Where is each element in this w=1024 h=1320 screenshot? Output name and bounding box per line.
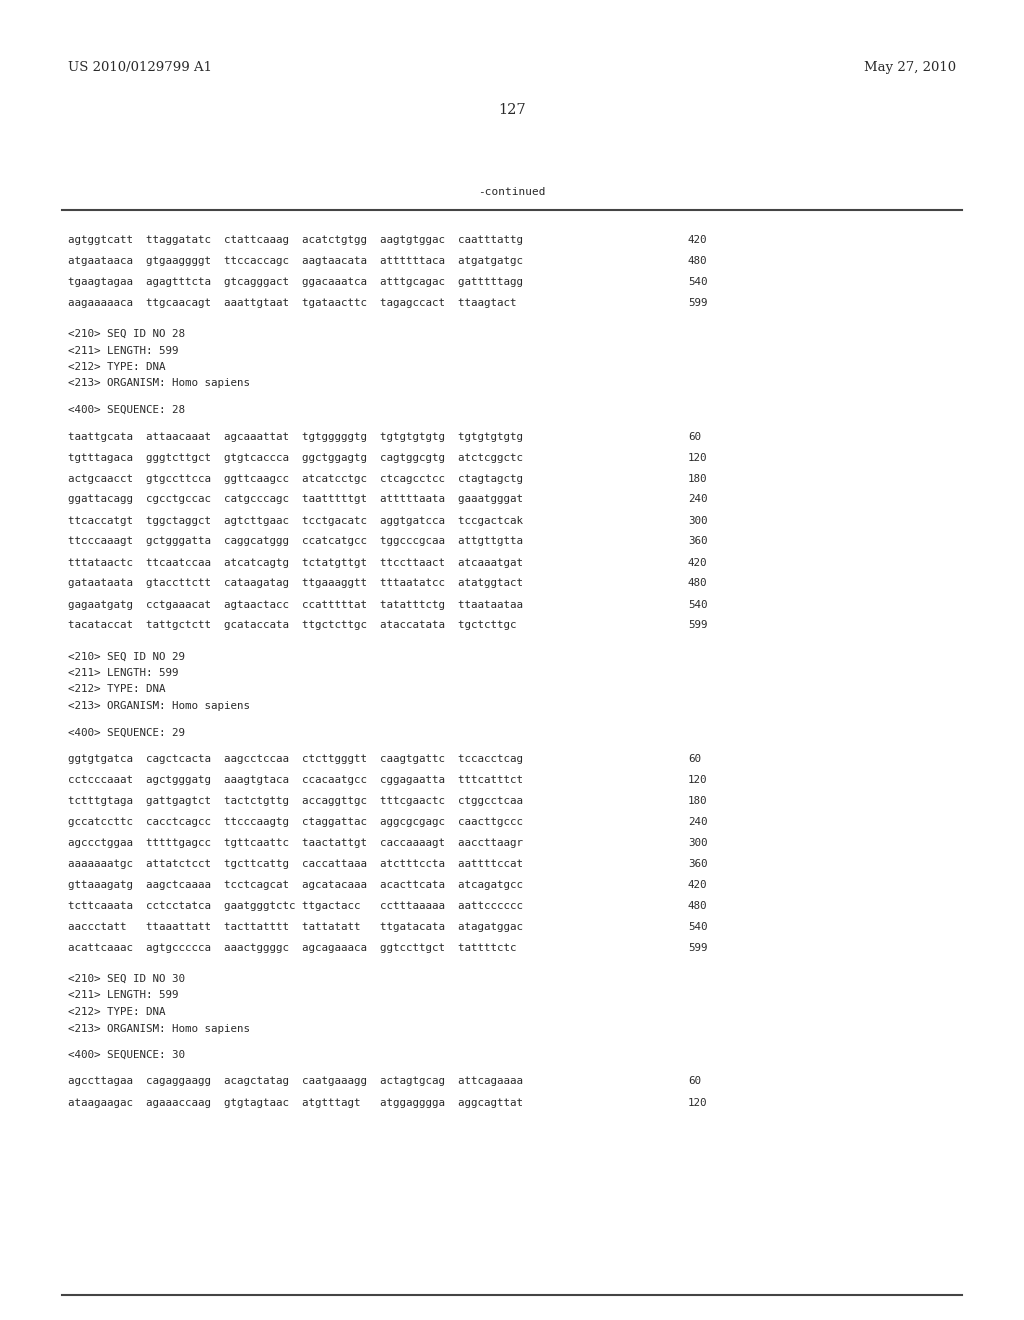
Text: <213> ORGANISM: Homo sapiens: <213> ORGANISM: Homo sapiens xyxy=(68,1023,250,1034)
Text: 60: 60 xyxy=(688,754,701,764)
Text: 540: 540 xyxy=(688,599,708,610)
Text: tcttcaaata  cctcctatca  gaatgggtctc ttgactacc   cctttaaaaa  aattcccccc: tcttcaaata cctcctatca gaatgggtctc ttgact… xyxy=(68,902,523,911)
Text: <400> SEQUENCE: 28: <400> SEQUENCE: 28 xyxy=(68,405,185,414)
Text: <211> LENGTH: 599: <211> LENGTH: 599 xyxy=(68,346,178,355)
Text: aaaaaaatgc  attatctcct  tgcttcattg  caccattaaa  atctttccta  aattttccat: aaaaaaatgc attatctcct tgcttcattg caccatt… xyxy=(68,859,523,869)
Text: agccctggaa  tttttgagcc  tgttcaattc  taactattgt  caccaaaagt  aaccttaagr: agccctggaa tttttgagcc tgttcaattc taactat… xyxy=(68,838,523,847)
Text: May 27, 2010: May 27, 2010 xyxy=(864,62,956,74)
Text: <212> TYPE: DNA: <212> TYPE: DNA xyxy=(68,1007,166,1016)
Text: <213> ORGANISM: Homo sapiens: <213> ORGANISM: Homo sapiens xyxy=(68,701,250,711)
Text: 180: 180 xyxy=(688,474,708,483)
Text: <213> ORGANISM: Homo sapiens: <213> ORGANISM: Homo sapiens xyxy=(68,379,250,388)
Text: 599: 599 xyxy=(688,620,708,631)
Text: gccatccttc  cacctcagcc  ttcccaagtg  ctaggattac  aggcgcgagc  caacttgccc: gccatccttc cacctcagcc ttcccaagtg ctaggat… xyxy=(68,817,523,828)
Text: tgaagtagaa  agagtttcta  gtcagggact  ggacaaatca  atttgcagac  gatttttagg: tgaagtagaa agagtttcta gtcagggact ggacaaa… xyxy=(68,277,523,286)
Text: gttaaagatg  aagctcaaaa  tcctcagcat  agcatacaaa  acacttcata  atcagatgcc: gttaaagatg aagctcaaaa tcctcagcat agcatac… xyxy=(68,880,523,890)
Text: 240: 240 xyxy=(688,495,708,504)
Text: 480: 480 xyxy=(688,902,708,911)
Text: ggtgtgatca  cagctcacta  aagcctccaa  ctcttgggtt  caagtgattc  tccacctcag: ggtgtgatca cagctcacta aagcctccaa ctcttgg… xyxy=(68,754,523,764)
Text: <210> SEQ ID NO 28: <210> SEQ ID NO 28 xyxy=(68,329,185,339)
Text: 480: 480 xyxy=(688,256,708,267)
Text: 420: 420 xyxy=(688,880,708,890)
Text: 240: 240 xyxy=(688,817,708,828)
Text: 60: 60 xyxy=(688,432,701,441)
Text: 60: 60 xyxy=(688,1077,701,1086)
Text: 360: 360 xyxy=(688,536,708,546)
Text: cctcccaaat  agctgggatg  aaagtgtaca  ccacaatgcc  cggagaatta  tttcatttct: cctcccaaat agctgggatg aaagtgtaca ccacaat… xyxy=(68,775,523,785)
Text: <211> LENGTH: 599: <211> LENGTH: 599 xyxy=(68,990,178,1001)
Text: <210> SEQ ID NO 30: <210> SEQ ID NO 30 xyxy=(68,974,185,983)
Text: agtggtcatt  ttaggatatc  ctattcaaag  acatctgtgg  aagtgtggac  caatttattg: agtggtcatt ttaggatatc ctattcaaag acatctg… xyxy=(68,235,523,246)
Text: ggattacagg  cgcctgccac  catgcccagc  taatttttgt  atttttaata  gaaatgggat: ggattacagg cgcctgccac catgcccagc taatttt… xyxy=(68,495,523,504)
Text: 300: 300 xyxy=(688,516,708,525)
Text: tacataccat  tattgctctt  gcataccata  ttgctcttgc  ataccatata  tgctcttgc: tacataccat tattgctctt gcataccata ttgctct… xyxy=(68,620,516,631)
Text: tgtttagaca  gggtcttgct  gtgtcaccca  ggctggagtg  cagtggcgtg  atctcggctc: tgtttagaca gggtcttgct gtgtcaccca ggctgga… xyxy=(68,453,523,462)
Text: <400> SEQUENCE: 30: <400> SEQUENCE: 30 xyxy=(68,1049,185,1060)
Text: 300: 300 xyxy=(688,838,708,847)
Text: ataagaagac  agaaaccaag  gtgtagtaac  atgtttagt   atggagggga  aggcagttat: ataagaagac agaaaccaag gtgtagtaac atgttta… xyxy=(68,1097,523,1107)
Text: <210> SEQ ID NO 29: <210> SEQ ID NO 29 xyxy=(68,652,185,661)
Text: 180: 180 xyxy=(688,796,708,807)
Text: 120: 120 xyxy=(688,453,708,462)
Text: 360: 360 xyxy=(688,859,708,869)
Text: 540: 540 xyxy=(688,921,708,932)
Text: gataataata  gtaccttctt  cataagatag  ttgaaaggtt  tttaatatcc  atatggtact: gataataata gtaccttctt cataagatag ttgaaag… xyxy=(68,578,523,589)
Text: actgcaacct  gtgccttcca  ggttcaagcc  atcatcctgc  ctcagcctcc  ctagtagctg: actgcaacct gtgccttcca ggttcaagcc atcatcc… xyxy=(68,474,523,483)
Text: <211> LENGTH: 599: <211> LENGTH: 599 xyxy=(68,668,178,678)
Text: 599: 599 xyxy=(688,298,708,308)
Text: acattcaaac  agtgccccca  aaactggggc  agcagaaaca  ggtccttgct  tattttctc: acattcaaac agtgccccca aaactggggc agcagaa… xyxy=(68,942,516,953)
Text: ttcaccatgt  tggctaggct  agtcttgaac  tcctgacatc  aggtgatcca  tccgactcak: ttcaccatgt tggctaggct agtcttgaac tcctgac… xyxy=(68,516,523,525)
Text: 420: 420 xyxy=(688,557,708,568)
Text: aagaaaaaca  ttgcaacagt  aaattgtaat  tgataacttc  tagagccact  ttaagtact: aagaaaaaca ttgcaacagt aaattgtaat tgataac… xyxy=(68,298,516,308)
Text: 120: 120 xyxy=(688,775,708,785)
Text: tctttgtaga  gattgagtct  tactctgttg  accaggttgc  tttcgaactc  ctggcctcaa: tctttgtaga gattgagtct tactctgttg accaggt… xyxy=(68,796,523,807)
Text: tttataactc  ttcaatccaa  atcatcagtg  tctatgttgt  ttccttaact  atcaaatgat: tttataactc ttcaatccaa atcatcagtg tctatgt… xyxy=(68,557,523,568)
Text: agccttagaa  cagaggaagg  acagctatag  caatgaaagg  actagtgcag  attcagaaaa: agccttagaa cagaggaagg acagctatag caatgaa… xyxy=(68,1077,523,1086)
Text: 420: 420 xyxy=(688,235,708,246)
Text: 127: 127 xyxy=(499,103,525,117)
Text: US 2010/0129799 A1: US 2010/0129799 A1 xyxy=(68,62,212,74)
Text: 480: 480 xyxy=(688,578,708,589)
Text: ttcccaaagt  gctgggatta  caggcatggg  ccatcatgcc  tggcccgcaa  attgttgtta: ttcccaaagt gctgggatta caggcatggg ccatcat… xyxy=(68,536,523,546)
Text: <400> SEQUENCE: 29: <400> SEQUENCE: 29 xyxy=(68,727,185,738)
Text: -continued: -continued xyxy=(478,187,546,197)
Text: 120: 120 xyxy=(688,1097,708,1107)
Text: 599: 599 xyxy=(688,942,708,953)
Text: gagaatgatg  cctgaaacat  agtaactacc  ccatttttat  tatatttctg  ttaataataa: gagaatgatg cctgaaacat agtaactacc ccatttt… xyxy=(68,599,523,610)
Text: atgaataaca  gtgaaggggt  ttccaccagc  aagtaacata  attttttaca  atgatgatgc: atgaataaca gtgaaggggt ttccaccagc aagtaac… xyxy=(68,256,523,267)
Text: 540: 540 xyxy=(688,277,708,286)
Text: aaccctatt   ttaaattatt  tacttatttt  tattatatt   ttgatacata  atagatggac: aaccctatt ttaaattatt tacttatttt tattatat… xyxy=(68,921,523,932)
Text: taattgcata  attaacaaat  agcaaattat  tgtgggggtg  tgtgtgtgtg  tgtgtgtgtg: taattgcata attaacaaat agcaaattat tgtgggg… xyxy=(68,432,523,441)
Text: <212> TYPE: DNA: <212> TYPE: DNA xyxy=(68,362,166,372)
Text: <212> TYPE: DNA: <212> TYPE: DNA xyxy=(68,685,166,694)
